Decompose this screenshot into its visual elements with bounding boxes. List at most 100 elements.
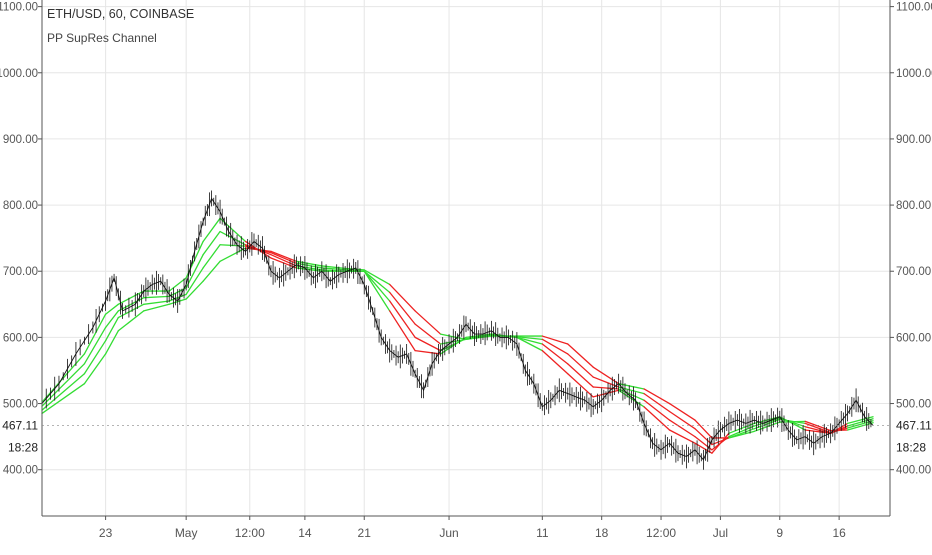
channel-segment — [83, 326, 107, 365]
channel-segment — [694, 442, 713, 454]
channel-segment — [363, 270, 391, 312]
x-tick-label: May — [175, 526, 198, 540]
channel-segment — [567, 343, 594, 368]
x-tick-label: 21 — [358, 526, 372, 540]
channel-segment — [185, 267, 204, 296]
channel-segment — [567, 363, 594, 388]
channel-segment — [516, 336, 543, 345]
channel-segment — [143, 295, 170, 299]
channel-segment — [389, 291, 416, 325]
y-tick-label-right: 1000.00 — [896, 68, 932, 80]
channel-segment — [414, 323, 442, 345]
y-tick-label-left: 600.00 — [3, 332, 38, 344]
price-series — [41, 190, 874, 470]
x-tick-label: 12:00 — [235, 526, 265, 540]
y-tick-label-right: 600.00 — [896, 332, 931, 344]
y-tick-label-right: 900.00 — [896, 134, 931, 146]
y-tick-label-left: 1000.00 — [0, 68, 38, 80]
channel-segment — [83, 340, 107, 375]
channel-segment — [541, 349, 569, 375]
channel-segment — [414, 336, 442, 352]
channel-segment — [202, 244, 221, 269]
y-axis-ticks: 400.00 400.00 500.00 500.00 600.00 600.00 700.… — [0, 2, 932, 477]
channel-segment — [567, 373, 594, 398]
channel-segment — [143, 300, 170, 305]
chart-legend: ETH/USD, 60, COINBASE PP SupRes Channel — [47, 7, 194, 45]
channel-segment — [668, 410, 696, 430]
channel-segment — [202, 217, 221, 243]
current-price-label-left: 467.11 — [2, 418, 38, 432]
x-tick-label: 12:00 — [646, 526, 676, 540]
channel-segment — [516, 336, 543, 352]
channel-segment — [567, 353, 594, 378]
channel-segment — [104, 330, 119, 355]
x-tick-label: 18 — [595, 526, 609, 540]
channel-segment — [117, 310, 145, 332]
countdown-bg-right — [891, 438, 932, 457]
channel-segment — [541, 343, 569, 365]
channel-segment — [541, 338, 569, 355]
channel-segment — [668, 402, 696, 421]
x-tick-label: Jul — [713, 526, 728, 540]
channel-segment — [694, 419, 713, 439]
channel-segment — [668, 419, 696, 438]
chart-title: ETH/USD, 60, COINBASE — [47, 7, 194, 21]
channel-segment — [202, 230, 221, 256]
y-tick-label-left: 800.00 — [3, 200, 38, 212]
channel-segment — [643, 392, 671, 413]
grid — [42, 0, 890, 516]
x-tick-label: Jun — [439, 526, 458, 540]
x-tick-label: 23 — [99, 526, 113, 540]
channel-segment — [104, 316, 119, 342]
price-labels: 467.11 467.11 18:28 18:28 — [0, 416, 932, 457]
channel-segment — [202, 260, 221, 282]
y-tick-label-left: 1100.00 — [0, 2, 38, 14]
channel-segment — [117, 290, 145, 305]
countdown-label-right: 18:28 — [896, 440, 926, 454]
y-tick-label-right: 700.00 — [896, 266, 931, 278]
channel-segment — [389, 283, 416, 312]
channel-segment — [41, 363, 86, 407]
x-tick-label: 16 — [832, 526, 846, 540]
current-price-label-right: 467.11 — [896, 418, 932, 432]
channel-segment — [104, 310, 119, 329]
x-tick-label: 14 — [298, 526, 312, 540]
channel-segment — [83, 353, 107, 385]
channel-segment — [694, 435, 713, 451]
channel-segment — [389, 310, 416, 352]
y-tick-label-right: 500.00 — [896, 399, 931, 411]
channel-segment — [41, 373, 86, 411]
y-tick-label-right: 400.00 — [896, 465, 931, 477]
indicator-name: PP SupRes Channel — [47, 31, 157, 45]
channel-segment — [363, 269, 391, 286]
x-tick-label: 9 — [776, 526, 783, 540]
y-tick-label-left: 900.00 — [3, 134, 38, 146]
channel-segment — [668, 429, 696, 444]
channel-segment — [363, 270, 391, 302]
channel-segment — [41, 383, 86, 415]
y-tick-label-right: 1100.00 — [896, 2, 932, 14]
y-tick-label-left: 400.00 — [3, 465, 38, 477]
channel-segment — [83, 313, 107, 355]
price-label-bg-left — [0, 416, 41, 435]
x-axis-ticks: 23 May 12:00 14 21 Jun 11 18 12:00 Jul 9 16 — [99, 516, 846, 540]
axes: 400.00 400.00 500.00 500.00 600.00 600.00 700.… — [0, 0, 932, 540]
channel-segment — [185, 254, 204, 289]
series-layer — [41, 190, 874, 470]
y-tick-label-left: 500.00 — [3, 399, 38, 411]
channel-segment — [711, 437, 730, 446]
price-label-bg-right — [891, 416, 932, 435]
channel-segment — [363, 270, 391, 294]
channel-segment — [516, 336, 543, 341]
channel-segment — [185, 280, 204, 300]
channel-segment — [694, 428, 713, 446]
channel-segment — [270, 252, 298, 264]
channel-segment — [168, 277, 187, 292]
channel-segment — [643, 406, 671, 431]
channel-segment — [389, 300, 416, 339]
channel-segment — [270, 250, 298, 262]
channel-segment — [414, 310, 442, 335]
